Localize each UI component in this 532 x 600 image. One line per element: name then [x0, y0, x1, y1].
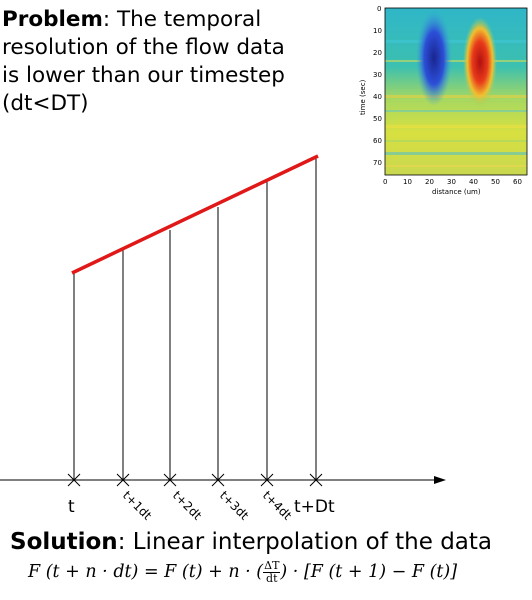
solution-text: : Linear interpolation of the data [117, 529, 492, 555]
problem-label: Problem [2, 7, 103, 32]
heatmap-ytick: 60 [373, 137, 382, 145]
tick-cross [260, 473, 274, 487]
heatmap-ytick: 20 [373, 49, 382, 57]
heatmap-plot-area [385, 8, 527, 175]
heatmap-xtick: 60 [513, 178, 522, 186]
tick-label-1dt: t+1dt [120, 488, 155, 523]
heatmap-xtick: 0 [383, 178, 387, 186]
heatmap-xtick: 20 [425, 178, 434, 186]
heatmap-ytick: 70 [373, 159, 382, 167]
heatmap-stripes [385, 40, 527, 167]
tick-cross [116, 473, 130, 487]
time-axis-arrow [434, 476, 446, 484]
tick-cross [163, 473, 177, 487]
heatmap-xtick: 40 [469, 178, 478, 186]
formula-denominator: dt [266, 572, 278, 585]
formula-fraction: ΔT dt [263, 559, 281, 585]
heatmap-ytick: 40 [373, 93, 382, 101]
heatmap-xtick: 30 [447, 178, 456, 186]
heatmap-ylabel: time (sec) [359, 79, 367, 115]
interpolation-formula: F (t + n · dt) = F (t) + n · (ΔT dt) · [F… [28, 560, 457, 585]
tick-label-4dt: t+4dt [260, 488, 295, 523]
interpolation-line [71, 154, 319, 275]
formula-lhs: F (t + n · dt) = F (t) + n · ( [28, 562, 264, 582]
heatmap-xtick: 10 [403, 178, 412, 186]
flow-heatmap: 0 10 20 30 40 50 60 0 10 20 30 40 50 60 … [359, 5, 528, 196]
heatmap-ytick: 0 [377, 5, 381, 13]
heatmap-ytick: 50 [373, 115, 382, 123]
tick-label-3dt: t+3dt [217, 488, 252, 523]
problem-statement: Problem: The temporal resolution of the … [2, 6, 302, 118]
formula-rhs: ) · [F (t + 1) − F (t)] [280, 562, 458, 582]
heatmap-red-blob [463, 17, 497, 107]
tick-cross [211, 473, 225, 487]
heatmap-blue-blob [416, 10, 452, 106]
solution-statement: Solution: Linear interpolation of the da… [10, 529, 492, 555]
solution-label: Solution [10, 529, 118, 555]
heatmap-xtick: 50 [491, 178, 500, 186]
heatmap-ytick: 10 [373, 27, 382, 35]
tick-cross [67, 473, 81, 487]
problem-text: : The temporal resolution of the flow da… [2, 7, 285, 116]
heatmap-frame [384, 7, 528, 176]
heatmap-ytick: 30 [373, 71, 382, 79]
tick-label-Dt: t+Dt [294, 497, 335, 517]
tick-marks [67, 473, 323, 487]
tick-label-2dt: t+2dt [170, 488, 205, 523]
formula-numerator: ΔT [263, 559, 281, 573]
tick-label-t: t [68, 497, 75, 517]
tick-cross [309, 473, 323, 487]
heatmap-xlabel: distance (um) [432, 188, 481, 196]
